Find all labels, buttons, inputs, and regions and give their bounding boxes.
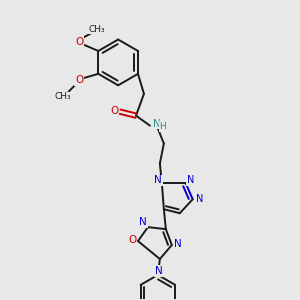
Text: N: N <box>187 176 194 185</box>
Text: N: N <box>196 194 203 204</box>
Text: CH₃: CH₃ <box>88 25 105 34</box>
Text: N: N <box>139 217 147 227</box>
Text: O: O <box>128 235 136 245</box>
Text: CH₃: CH₃ <box>54 92 71 101</box>
Text: N: N <box>155 266 163 276</box>
Text: O: O <box>110 106 118 116</box>
Text: N: N <box>154 176 162 185</box>
Text: N: N <box>153 118 161 129</box>
Text: O: O <box>75 75 83 85</box>
Text: N: N <box>174 239 182 249</box>
Text: O: O <box>75 37 83 47</box>
Text: H: H <box>160 122 166 131</box>
